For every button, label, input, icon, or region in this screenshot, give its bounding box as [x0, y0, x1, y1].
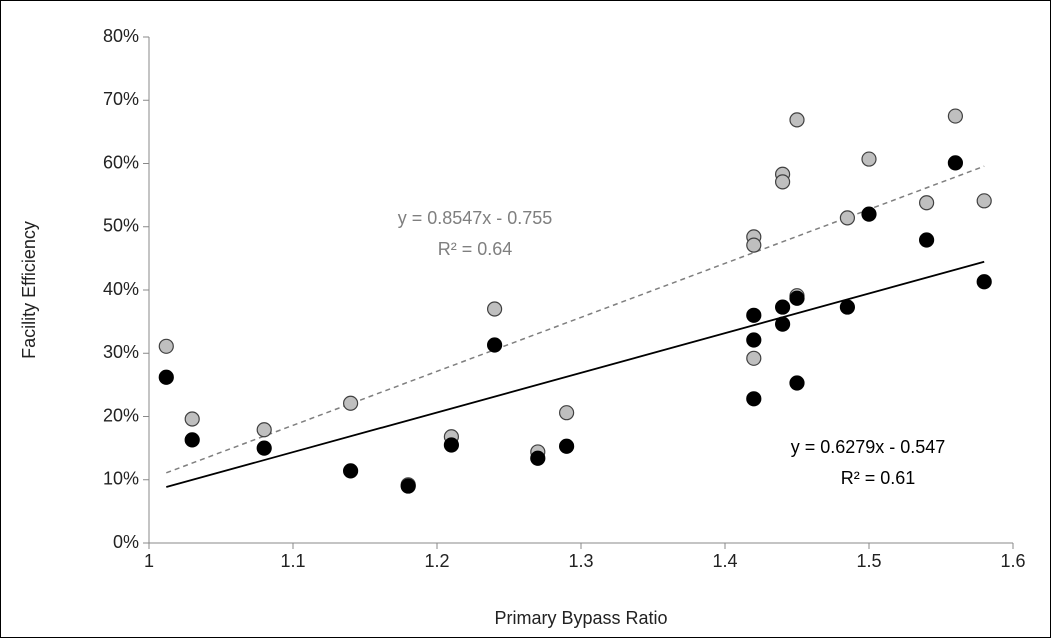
trendline: [166, 260, 985, 488]
data-point: [947, 108, 964, 124]
y-tick-label: 20%: [103, 405, 139, 425]
trendline-equation: R² = 0.61: [841, 468, 916, 488]
data-point: [158, 369, 174, 385]
data-point: [839, 210, 856, 226]
data-point: [746, 307, 762, 323]
data-point: [184, 411, 200, 427]
data-point: [343, 395, 359, 411]
y-tick-label: 60%: [103, 152, 139, 172]
x-tick-label: 1.4: [712, 551, 737, 571]
trendline-equation: y = 0.8547x - 0.755: [398, 208, 553, 228]
data-point: [789, 375, 805, 391]
x-tick-label: 1.2: [424, 551, 449, 571]
data-point: [839, 299, 856, 315]
data-point: [158, 338, 174, 354]
x-tick-label: 1.3: [568, 551, 593, 571]
data-point: [487, 337, 503, 353]
data-point: [530, 450, 546, 466]
trendline: [166, 165, 985, 474]
y-tick-label: 80%: [103, 26, 139, 46]
data-point: [184, 432, 200, 448]
y-tick-label: 0%: [113, 532, 139, 552]
data-point: [558, 405, 575, 421]
data-point: [918, 195, 935, 211]
data-point: [746, 350, 762, 366]
data-point: [746, 237, 762, 253]
data-point: [774, 299, 791, 315]
data-point: [947, 155, 964, 171]
x-tick-label: 1.1: [280, 551, 305, 571]
data-point: [976, 193, 992, 209]
data-point: [861, 206, 877, 222]
x-axis-title: Primary Bypass Ratio: [494, 608, 667, 628]
data-point: [861, 151, 877, 167]
data-point: [256, 440, 272, 456]
x-tick-label: 1.5: [856, 551, 881, 571]
trendline-equation: y = 0.6279x - 0.547: [791, 437, 946, 457]
data-point: [558, 438, 575, 454]
y-tick-label: 10%: [103, 469, 139, 489]
data-point: [746, 391, 762, 407]
y-axis-title: Facility Efficiency: [19, 221, 39, 359]
trendline-equation: R² = 0.64: [438, 239, 513, 259]
y-tick-label: 70%: [103, 89, 139, 109]
data-point: [918, 232, 935, 248]
data-point: [789, 290, 805, 306]
y-tick-label: 50%: [103, 216, 139, 236]
data-point: [774, 316, 791, 332]
data-point: [256, 422, 272, 438]
data-point: [343, 463, 359, 479]
data-point: [443, 437, 459, 453]
data-point: [976, 274, 992, 290]
data-point: [789, 112, 805, 128]
x-tick-label: 1: [144, 551, 154, 571]
x-tick-label: 1.6: [1000, 551, 1025, 571]
y-tick-label: 30%: [103, 342, 139, 362]
data-point: [746, 332, 762, 348]
data-point: [774, 174, 791, 190]
y-tick-label: 40%: [103, 279, 139, 299]
data-point: [487, 301, 503, 317]
data-point: [400, 478, 416, 494]
